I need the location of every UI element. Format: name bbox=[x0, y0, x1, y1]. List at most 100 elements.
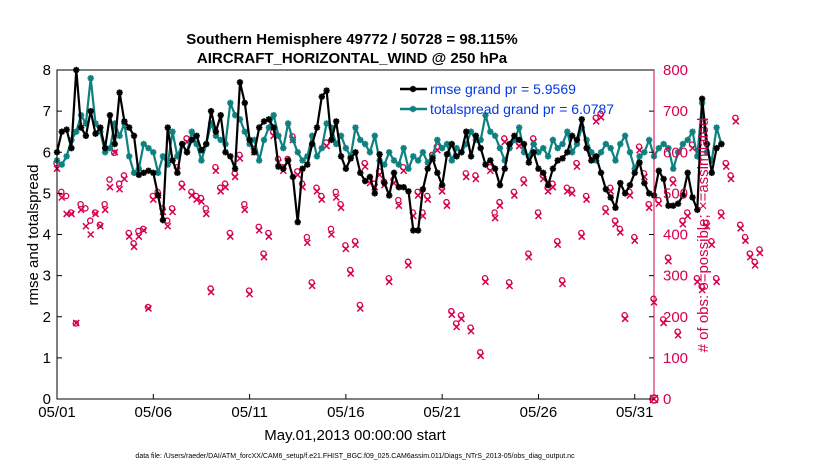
rmse-point bbox=[477, 144, 484, 152]
rmse-point bbox=[535, 165, 542, 172]
rmse-point bbox=[145, 167, 152, 174]
obs-assimilated-point bbox=[448, 311, 456, 319]
totalspread-point bbox=[63, 153, 70, 160]
totalspread-point bbox=[713, 124, 720, 131]
rmse-point bbox=[414, 227, 422, 234]
totalspread-point bbox=[434, 136, 441, 144]
rmse-point bbox=[289, 173, 297, 181]
obs-possible-point bbox=[303, 233, 311, 241]
obs-assimilated-point bbox=[438, 187, 446, 195]
rmse-point bbox=[549, 165, 557, 172]
obs-assimilated-point bbox=[96, 222, 104, 230]
obs-assimilated-point bbox=[106, 183, 114, 191]
obs-assimilated-point bbox=[303, 239, 311, 247]
obs-assimilated-point bbox=[717, 212, 725, 220]
rmse-point bbox=[92, 130, 99, 137]
x-tick-label: 05/21 bbox=[423, 404, 461, 421]
obs-assimilated-point bbox=[481, 278, 490, 286]
rmse-point bbox=[487, 157, 494, 164]
rmse-point bbox=[265, 116, 273, 123]
rmse-point bbox=[424, 165, 431, 172]
rmse-point bbox=[87, 107, 94, 115]
rmse-point bbox=[241, 99, 248, 107]
obs-assimilated-point bbox=[332, 193, 340, 202]
obs-assimilated-point bbox=[356, 304, 364, 313]
rmse-point bbox=[366, 173, 374, 181]
y2-tick-label: 600 bbox=[663, 144, 688, 161]
totalspread-point bbox=[655, 144, 663, 152]
obs-assimilated-point bbox=[684, 212, 692, 220]
totalspread-point bbox=[448, 157, 455, 164]
y2-tick-label: 200 bbox=[663, 309, 688, 326]
obs-assimilated-point bbox=[645, 204, 653, 212]
obs-assimilated-point bbox=[169, 208, 177, 216]
obs-assimilated-point bbox=[443, 202, 451, 210]
rmse-point bbox=[361, 177, 369, 185]
rmse-point bbox=[530, 149, 537, 156]
rmse-point bbox=[573, 136, 581, 144]
legend-totalspread-star bbox=[409, 105, 417, 113]
totalspread-point bbox=[198, 157, 205, 164]
axes: 0 1 2 3 4 5 6 7 8 0 100 200 300 400 500 600 700 800 05/01 0… bbox=[38, 62, 688, 421]
totalspread-point bbox=[342, 144, 350, 152]
obs-assimilated-point bbox=[347, 270, 355, 278]
totalspread-point bbox=[106, 144, 114, 152]
rmse-point bbox=[116, 89, 123, 96]
obs-assimilated-point bbox=[212, 167, 220, 175]
obs-assimilated-point bbox=[116, 185, 124, 193]
rmse-point bbox=[419, 186, 427, 193]
rmse-point bbox=[130, 132, 138, 139]
obs-assimilated-point bbox=[72, 319, 80, 327]
obs-assimilated-point bbox=[144, 304, 153, 313]
obs-assimilated-point bbox=[732, 117, 740, 125]
obs-assimilated-point bbox=[226, 233, 234, 241]
obs-assimilated-point bbox=[741, 237, 750, 245]
obs-assimilated-point bbox=[453, 323, 461, 331]
totalspread-line bbox=[56, 77, 723, 174]
rmse-point bbox=[371, 190, 378, 197]
rmse-point bbox=[713, 144, 720, 152]
obs-assimilated-point bbox=[664, 257, 672, 265]
totalspread-point bbox=[414, 157, 422, 164]
y-tick-label: 2 bbox=[43, 309, 51, 326]
rmse-point bbox=[284, 157, 292, 164]
obs-assimilated-point bbox=[265, 233, 273, 241]
rmse-point bbox=[246, 136, 253, 144]
totalspread-point bbox=[150, 149, 157, 156]
y-tick-label: 3 bbox=[43, 268, 51, 285]
totalspread-point bbox=[241, 128, 248, 135]
rmse-point bbox=[217, 112, 224, 119]
totalspread-point bbox=[284, 120, 292, 127]
totalspread-point bbox=[390, 157, 398, 164]
y-tick-label: 6 bbox=[43, 144, 51, 161]
rmse-point bbox=[390, 169, 398, 177]
totalspread-point bbox=[260, 136, 268, 144]
rmse-point bbox=[328, 136, 335, 144]
totalspread-point bbox=[366, 149, 374, 156]
rmse-point bbox=[438, 181, 446, 189]
rmse-point bbox=[308, 140, 316, 148]
rmse-point bbox=[222, 149, 229, 156]
obs-assimilated-point bbox=[130, 243, 138, 251]
obs-assimilated-point bbox=[703, 222, 711, 230]
rmse-point bbox=[467, 153, 475, 160]
obs-assimilated-point bbox=[467, 327, 475, 335]
y2-axis-label: # of obs: o=possible; ×=assimilated bbox=[695, 118, 712, 353]
obs-assimilated-point bbox=[655, 200, 663, 208]
rmse-point bbox=[641, 179, 648, 187]
totalspread-point bbox=[289, 136, 297, 144]
totalspread-point bbox=[491, 132, 499, 139]
y2-tick-label: 0 bbox=[663, 391, 671, 408]
totalspread-point bbox=[357, 136, 364, 144]
totalspread-point bbox=[419, 149, 427, 156]
rmse-point bbox=[670, 202, 677, 209]
rmse-point bbox=[280, 165, 287, 172]
obs-possible-point bbox=[106, 176, 113, 183]
obs-possible-point bbox=[332, 188, 339, 196]
y-tick-label: 0 bbox=[43, 391, 51, 408]
rmse-point bbox=[337, 153, 345, 160]
totalspread-point bbox=[665, 144, 672, 152]
obs-assimilated-point bbox=[327, 230, 335, 239]
rmse-point bbox=[597, 169, 605, 177]
